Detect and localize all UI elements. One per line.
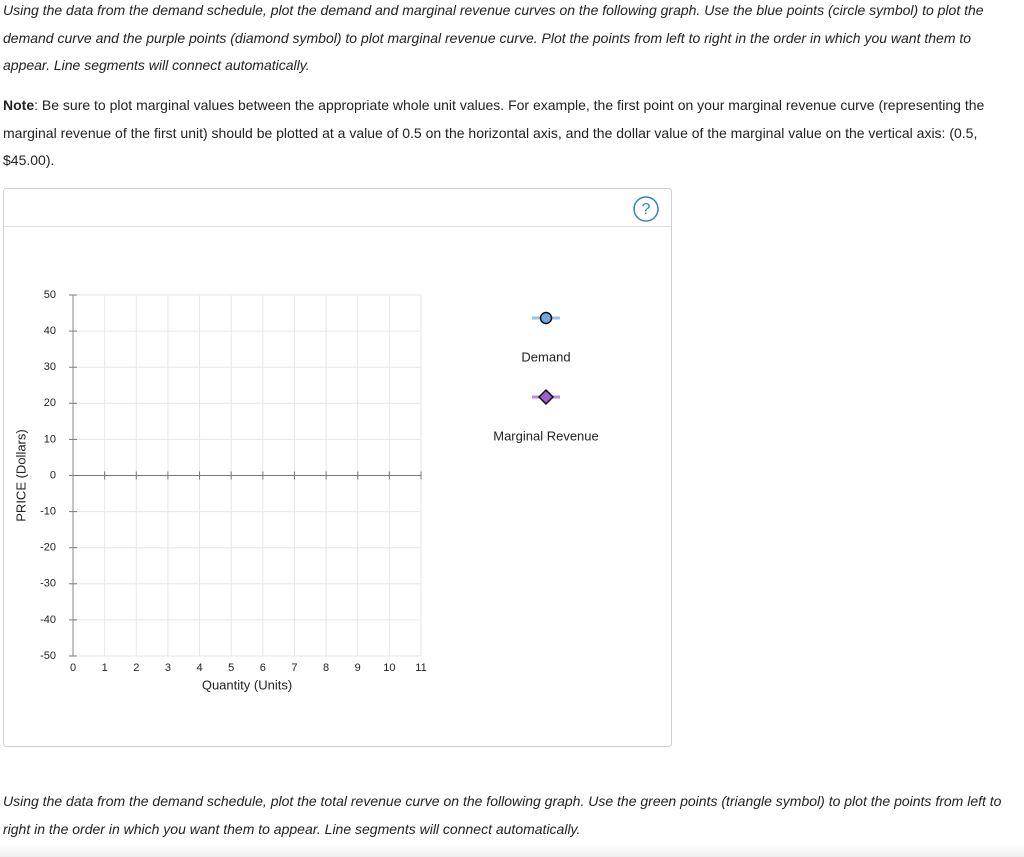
x-tick-label: 11 — [415, 662, 426, 674]
y-tick-label: 20 — [44, 397, 56, 409]
note: Note: Be sure to plot marginal values be… — [3, 92, 1019, 175]
footer-instructions: Using the data from the demand schedule,… — [3, 793, 1002, 837]
y-tick-label: 40 — [44, 325, 56, 337]
instructions: Using the data from the demand schedule,… — [3, 2, 984, 73]
x-tick-label: 0 — [70, 662, 76, 674]
x-tick-label: 1 — [102, 662, 108, 674]
footer-shade — [0, 845, 1024, 857]
x-tick-label: 3 — [165, 662, 171, 674]
x-tick-label: 4 — [196, 662, 202, 674]
note-text: : Be sure to plot marginal values betwee… — [3, 97, 985, 168]
y-tick-label: 10 — [44, 433, 56, 445]
x-tick-label: 5 — [228, 662, 234, 674]
x-tick-label: 7 — [291, 662, 297, 674]
x-axis-label: Quantity (Units) — [202, 677, 292, 692]
y-tick-label: 50 — [44, 289, 56, 301]
y-tick-label: -10 — [40, 506, 56, 518]
legend-marker[interactable] — [539, 311, 553, 325]
y-tick-label: -50 — [40, 650, 56, 662]
y-axis-label: PRICE (Dollars) — [13, 429, 28, 521]
y-tick-label: 30 — [44, 361, 56, 373]
note-label: Note — [3, 97, 35, 113]
legend-marker[interactable] — [537, 388, 555, 406]
help-icon[interactable]: ? — [642, 201, 651, 218]
x-tick-label: 8 — [323, 662, 329, 674]
legend-label: Demand — [521, 349, 570, 364]
y-tick-label: -30 — [40, 578, 56, 590]
legend-label: Marginal Revenue — [493, 428, 599, 443]
x-tick-label: 2 — [133, 662, 139, 674]
panel-border — [3, 188, 672, 747]
y-tick-label: -20 — [40, 542, 56, 554]
x-tick-label: 9 — [355, 662, 361, 674]
y-tick-label: 0 — [50, 469, 56, 481]
y-tick-label: -40 — [40, 614, 56, 626]
x-tick-label: 10 — [383, 662, 395, 674]
x-tick-label: 6 — [260, 662, 266, 674]
help-button[interactable] — [633, 196, 659, 222]
